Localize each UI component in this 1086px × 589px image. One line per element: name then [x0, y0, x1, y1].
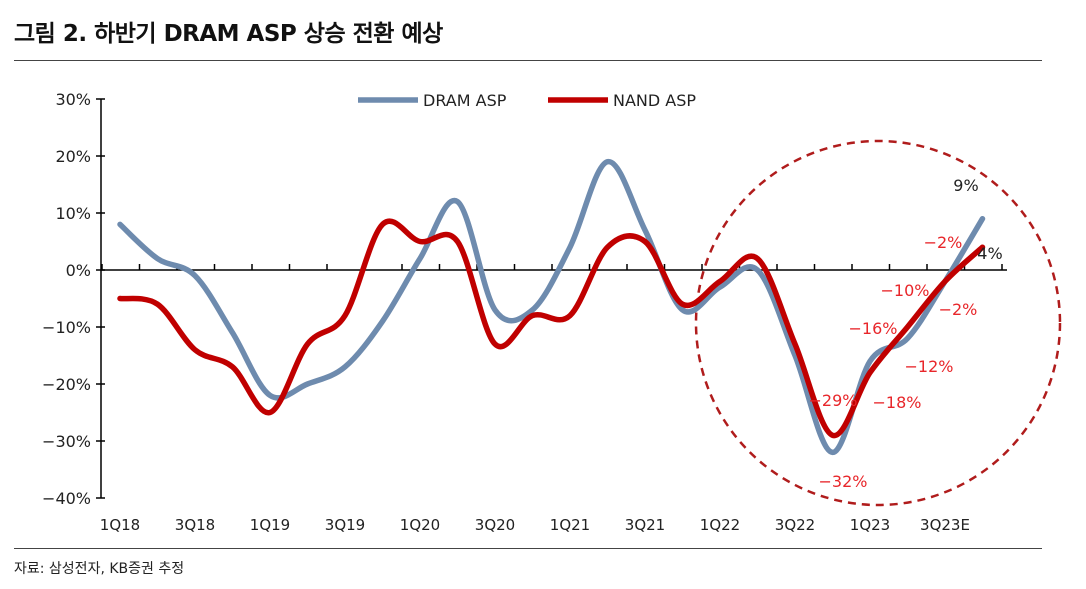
series-dram-asp — [117, 158, 986, 456]
data-label: −29% — [809, 391, 858, 410]
series-nand-asp — [117, 218, 986, 439]
x-tick-label: 3Q21 — [625, 516, 665, 534]
source-note: 자료: 삼성전자, KB증권 추정 — [14, 561, 185, 577]
x-tick-label: 3Q23E — [920, 516, 970, 534]
highlight-circle — [694, 139, 1062, 507]
x-tick-label: 1Q21 — [550, 516, 590, 534]
bottom-divider — [14, 548, 1042, 549]
x-tick-label: 3Q22 — [775, 516, 815, 534]
x-tick-label: 1Q22 — [700, 516, 740, 534]
y-tick-label: 20% — [55, 147, 91, 166]
figure-title: 그림 2. 하반기 DRAM ASP 상승 전환 예상 — [14, 21, 443, 47]
legend-label: NAND ASP — [613, 91, 696, 110]
legend-label: DRAM ASP — [423, 91, 507, 110]
data-label: −32% — [819, 472, 868, 491]
y-tick-label: 0% — [66, 261, 91, 280]
x-tick-label: 1Q18 — [100, 516, 140, 534]
data-label: −10% — [881, 281, 930, 300]
data-label: −2% — [924, 233, 963, 252]
x-tick-label: 1Q23 — [850, 516, 890, 534]
data-label: 4% — [977, 244, 1002, 263]
y-tick-label: −40% — [42, 489, 91, 508]
data-label: −2% — [939, 300, 978, 319]
y-tick-label: −20% — [42, 375, 91, 394]
x-tick-label: 3Q20 — [475, 516, 515, 534]
y-tick-label: 10% — [55, 204, 91, 223]
data-label: −16% — [849, 319, 898, 338]
y-tick-label: 30% — [55, 90, 91, 109]
data-label: −18% — [873, 393, 922, 412]
x-tick-label: 3Q19 — [325, 516, 365, 534]
data-label: −12% — [905, 357, 954, 376]
top-divider — [14, 60, 1042, 61]
y-tick-label: −30% — [42, 432, 91, 451]
y-tick-label: −10% — [42, 318, 91, 337]
x-tick-label: 3Q18 — [175, 516, 215, 534]
x-tick-label: 1Q19 — [250, 516, 290, 534]
data-label: 9% — [953, 176, 978, 195]
x-tick-label: 1Q20 — [400, 516, 440, 534]
